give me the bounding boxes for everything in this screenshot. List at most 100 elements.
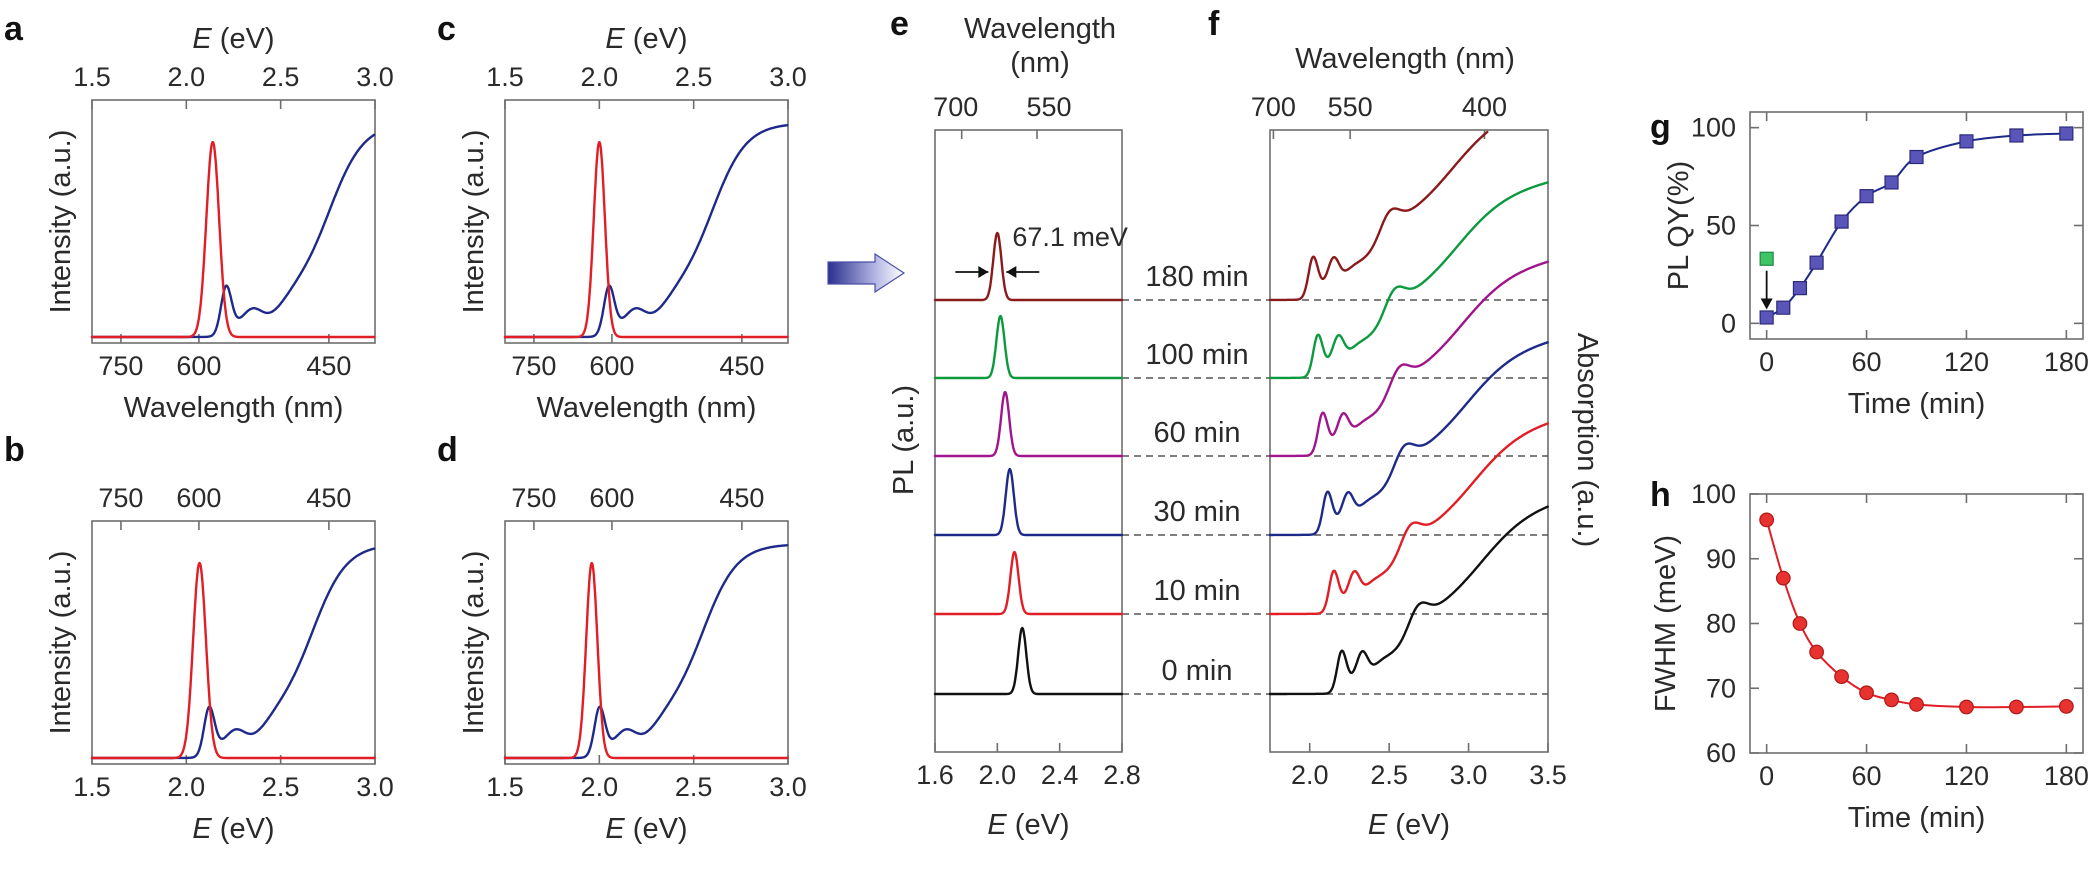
panel-h-ytick-label: 90 [1706, 544, 1736, 574]
panel-d-xtick-bottom-label: 1.5 [486, 772, 524, 802]
panel-c-xtick-top-label: 2.0 [581, 62, 619, 92]
panel-h-xlabel: Time (min) [1848, 802, 1985, 834]
panel-d-xlabel-unit: (eV) [625, 813, 688, 845]
panel-c-xtick-top-label: 3.0 [769, 62, 807, 92]
panel-a-label: a [4, 10, 24, 48]
panel-f-xtick-label: 2.0 [1291, 760, 1329, 790]
panel-h-fit-line [1765, 519, 2067, 709]
panel-h-xtick-label: 180 [2044, 761, 2089, 791]
panel-c-xtick-bottom-label: 600 [589, 351, 634, 381]
fwhm-arrowhead-right [1006, 266, 1017, 278]
panel-g-arrowhead [1760, 298, 1773, 310]
panel-b-xtick-top-label: 600 [176, 483, 221, 513]
panel-h-data-point [1884, 692, 1899, 708]
panel-g-data-point [1776, 300, 1791, 315]
panel-f-xtick-top-label: 400 [1462, 92, 1507, 122]
panel-d-xtick-top-label: 450 [719, 483, 764, 513]
panel-h-data-point [1859, 685, 1874, 701]
panel-g-xtick-label: 120 [1944, 347, 1989, 377]
panel-a-absorption-line [90, 133, 376, 339]
panel-h-ytick-label: 70 [1706, 673, 1736, 703]
panel-e-xlabel-unit: (eV) [1007, 809, 1070, 841]
panel-h-data-point [1775, 570, 1791, 586]
panel-b-xtick-top-label: 750 [98, 483, 143, 513]
panel-e-title-line2: (nm) [1010, 47, 1070, 79]
panel-b-xlabel-letter: E [192, 813, 212, 845]
panel-f-ylabel: Absorption (a.u.) [1571, 333, 1603, 547]
transition-arrow-icon [827, 252, 906, 294]
panel-g-xlabel: Time (min) [1848, 388, 1985, 420]
panel-g-ytick-label: 0 [1721, 308, 1736, 338]
panel-d-xtick-top-label: 750 [511, 483, 556, 513]
panel-a-xtick-bottom-label: 450 [306, 351, 351, 381]
panel-g-ytick-label: 100 [1691, 113, 1736, 143]
panel-f-xtick-top-label: 700 [1251, 92, 1296, 122]
panel-b-xlabel-unit: (eV) [212, 813, 275, 845]
fwhm-annotation: 67.1 meV [1012, 222, 1128, 252]
panel-h-data-point [2008, 699, 2024, 715]
panel-e-title-line1: Wavelength [964, 13, 1116, 45]
panel-g-initial-point [1759, 251, 1774, 266]
panel-e-pl-line [933, 231, 1124, 302]
panel-a-xtick-bottom-label: 600 [176, 351, 221, 381]
panel-a-xtick-top-label: 3.0 [356, 62, 394, 92]
panel-d-xtick-bottom-label: 3.0 [769, 772, 807, 802]
panel-h-data-point [1959, 699, 1974, 715]
panel-h-xtick-label: 0 [1759, 761, 1774, 791]
panel-e-xtick-top-label: 700 [933, 92, 978, 122]
panel-b-xtick-bottom-label: 3.0 [356, 772, 394, 802]
panel-b-xtick-bottom-label: 2.5 [262, 772, 300, 802]
panel-e-xlabel-letter: E [987, 809, 1007, 841]
panel-e-xtick-label: 2.0 [979, 760, 1017, 790]
panel-a-xtick-top-label: 2.0 [168, 62, 206, 92]
time-label: 0 min [1162, 655, 1233, 687]
panel-e-frame [934, 129, 1123, 753]
panel-f-xtick-label: 3.5 [1529, 760, 1567, 790]
panel-a-frame [91, 99, 376, 344]
panel-c-xtick-bottom-label: 750 [511, 351, 556, 381]
panel-e-pl-line [933, 467, 1124, 537]
panel-b-xtick-bottom-label: 2.0 [168, 772, 206, 802]
time-label: 100 min [1145, 339, 1248, 371]
panel-f-label: f [1208, 5, 1220, 43]
panel-c-xlabel: Wavelength (nm) [537, 392, 757, 424]
panel-d-xtick-top-label: 600 [589, 483, 634, 513]
panel-b-pl-line [90, 561, 376, 760]
panel-d-xtick-bottom-label: 2.5 [675, 772, 713, 802]
panel-d-xlabel: E (eV) [605, 813, 687, 845]
panel-e-pl-line [933, 626, 1124, 696]
panel-b-xlabel: E (eV) [192, 813, 274, 845]
panel-a-xtick-top-label: 2.5 [262, 62, 300, 92]
panel-a-xtick-bottom-label: 750 [98, 351, 143, 381]
panel-a-xlabel-top-unit: (eV) [212, 23, 275, 55]
panel-g-frame [1749, 111, 2084, 340]
panel-h-ytick-label: 100 [1691, 479, 1736, 509]
panel-f-xtick-label: 2.5 [1370, 760, 1408, 790]
panel-f-absorption-line [1268, 181, 1549, 380]
panel-c-xtick-top-label: 2.5 [675, 62, 713, 92]
panel-h-label: h [1650, 476, 1671, 514]
panel-c-label: c [437, 10, 456, 48]
panel-h-ylabel: FWHM (meV) [1650, 535, 1682, 712]
panel-g-data-point [1859, 189, 1874, 204]
panel-d-frame [504, 520, 789, 765]
panel-g-data-point [2059, 126, 2074, 141]
panel-f-absorption-line [1268, 260, 1549, 458]
panel-b-frame [91, 520, 376, 765]
panel-g-data-point [1759, 310, 1774, 325]
panel-a-xtick-top-label: 1.5 [73, 62, 111, 92]
panel-a-xlabel-top: E (eV) [192, 23, 274, 55]
panel-h-data-point [1792, 616, 1808, 631]
panel-a-pl-line [90, 140, 376, 339]
panel-g-data-point [1792, 281, 1808, 296]
panel-g-data-point [1834, 214, 1849, 229]
panel-h-ytick-label: 60 [1706, 738, 1736, 768]
panel-g-data-point [1809, 255, 1824, 270]
panel-g-xtick-label: 0 [1759, 347, 1774, 377]
time-label: 10 min [1153, 575, 1240, 607]
panel-e-xlabel: E (eV) [987, 809, 1069, 841]
time-label: 30 min [1153, 496, 1240, 528]
panel-d-absorption-line [503, 544, 789, 760]
time-label: 180 min [1145, 261, 1248, 293]
